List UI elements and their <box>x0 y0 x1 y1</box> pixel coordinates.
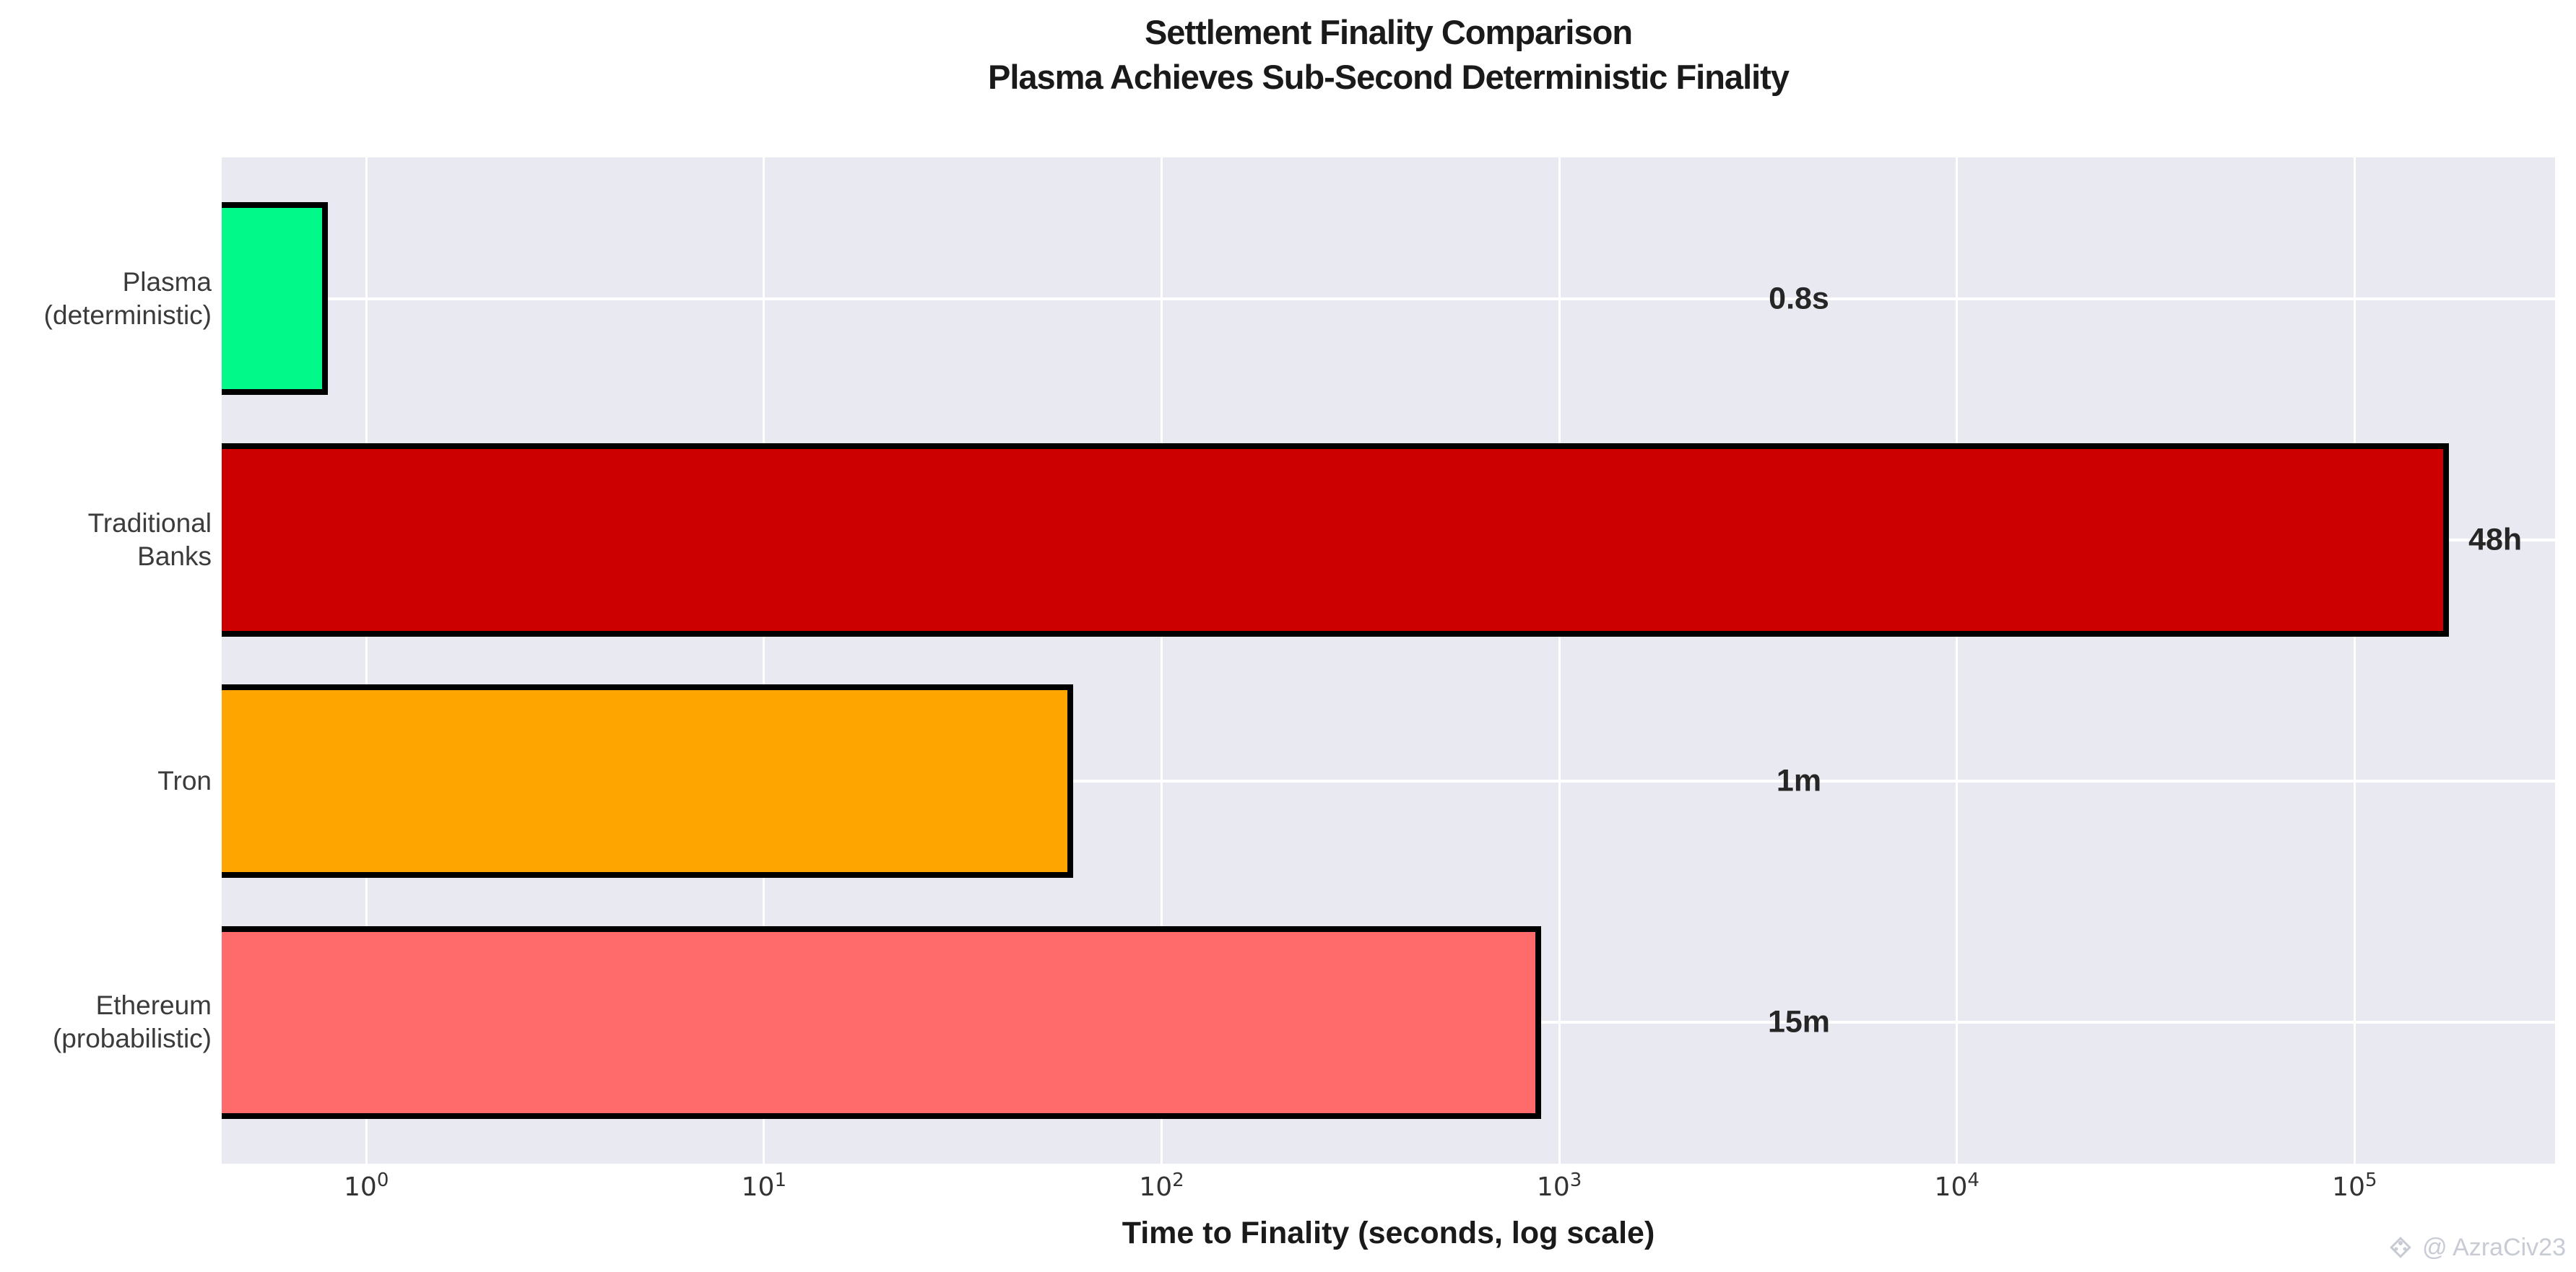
x-axis-label: Time to Finality (seconds, log scale) <box>1122 1216 1655 1250</box>
category-label-line: (probabilistic) <box>52 1024 212 1054</box>
category-label-plasma: Plasma (deterministic) <box>0 266 212 332</box>
gridline-vertical <box>2353 157 2356 1164</box>
x-tick-1e4: 104 <box>1934 1169 1979 1202</box>
chart-title-line-2: Plasma Achieves Sub-Second Deterministic… <box>988 58 1790 96</box>
chart-title-line-1: Settlement Finality Comparison <box>1144 13 1633 51</box>
gridline-vertical <box>365 157 368 1164</box>
bar-tron <box>222 684 1074 878</box>
bar-plasma <box>222 201 328 396</box>
bar-traditional-banks <box>222 443 2450 637</box>
watermark-text: @ AzraCiv23 <box>2422 1233 2566 1261</box>
value-label-traditional-banks: 48h <box>2468 522 2523 557</box>
watermark: @ AzraCiv23 <box>2386 1233 2566 1262</box>
gridline-vertical <box>763 157 766 1164</box>
category-label-line: Ethereum <box>95 990 212 1021</box>
x-tick-1e0: 100 <box>344 1169 389 1202</box>
category-label-line: Traditional <box>87 508 212 538</box>
gridline-vertical <box>1956 157 1959 1164</box>
x-tick-1e1: 101 <box>741 1169 787 1202</box>
chart-title: Settlement Finality Comparison Plasma Ac… <box>222 10 2555 100</box>
category-label-line: Banks <box>137 541 212 571</box>
value-label-ethereum: 15m <box>1767 1004 1831 1040</box>
gridline-horizontal <box>222 780 2555 783</box>
gridline-vertical <box>1558 157 1561 1164</box>
bar-ethereum <box>222 925 1541 1120</box>
category-label-tron: Tron <box>0 764 212 798</box>
category-label-line: (deterministic) <box>43 300 212 330</box>
x-tick-1e2: 102 <box>1139 1169 1184 1202</box>
x-tick-1e3: 103 <box>1536 1169 1582 1202</box>
category-label-traditional-banks: Traditional Banks <box>0 507 212 573</box>
category-label-line: Tron <box>157 766 212 796</box>
value-label-tron: 1m <box>1776 763 1822 798</box>
value-label-plasma: 0.8s <box>1769 281 1829 316</box>
x-tick-1e5: 105 <box>2332 1169 2377 1202</box>
gridline-horizontal <box>222 297 2555 300</box>
gridline-vertical <box>1160 157 1163 1164</box>
plot-area <box>222 157 2555 1164</box>
category-label-line: Plasma <box>122 266 212 297</box>
diamond-logo-icon <box>2386 1233 2415 1262</box>
category-label-ethereum: Ethereum (probabilistic) <box>0 989 212 1055</box>
